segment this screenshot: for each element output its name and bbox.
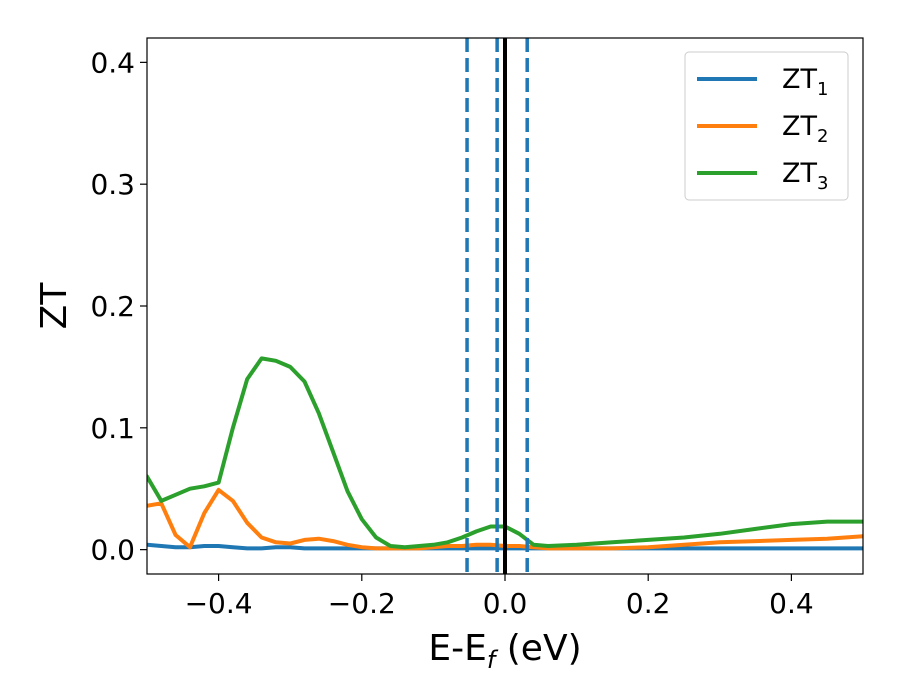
y-tick-label: 0.1: [90, 412, 135, 445]
legend-label-zt2: ZT2: [782, 111, 828, 147]
legend-label-zt1: ZT1: [782, 64, 828, 100]
series-line-zt3: [147, 356, 863, 550]
x-axis-label: E-Ef (eV): [428, 628, 581, 674]
y-tick-label: 0.3: [90, 168, 135, 201]
legend: ZT1 ZT2 ZT3: [684, 51, 849, 201]
y-axis-label: ZT: [34, 282, 75, 330]
y-axis: 0.0 0.1 0.2 0.3 0.4: [90, 46, 147, 567]
plot-area: [147, 38, 863, 574]
y-tick-label: 0.0: [90, 534, 135, 567]
legend-box: [684, 51, 849, 201]
x-tick-label: −0.4: [185, 587, 253, 620]
x-axis: −0.4 −0.2 0.0 0.2 0.4: [185, 574, 814, 620]
y-tick-label: 0.2: [90, 290, 135, 323]
y-tick-label: 0.4: [90, 46, 135, 79]
x-tick-label: 0.0: [483, 587, 528, 620]
legend-label-zt3: ZT3: [782, 158, 828, 194]
x-tick-label: 0.4: [769, 587, 814, 620]
x-tick-label: 0.2: [626, 587, 671, 620]
x-tick-label: −0.2: [328, 587, 396, 620]
